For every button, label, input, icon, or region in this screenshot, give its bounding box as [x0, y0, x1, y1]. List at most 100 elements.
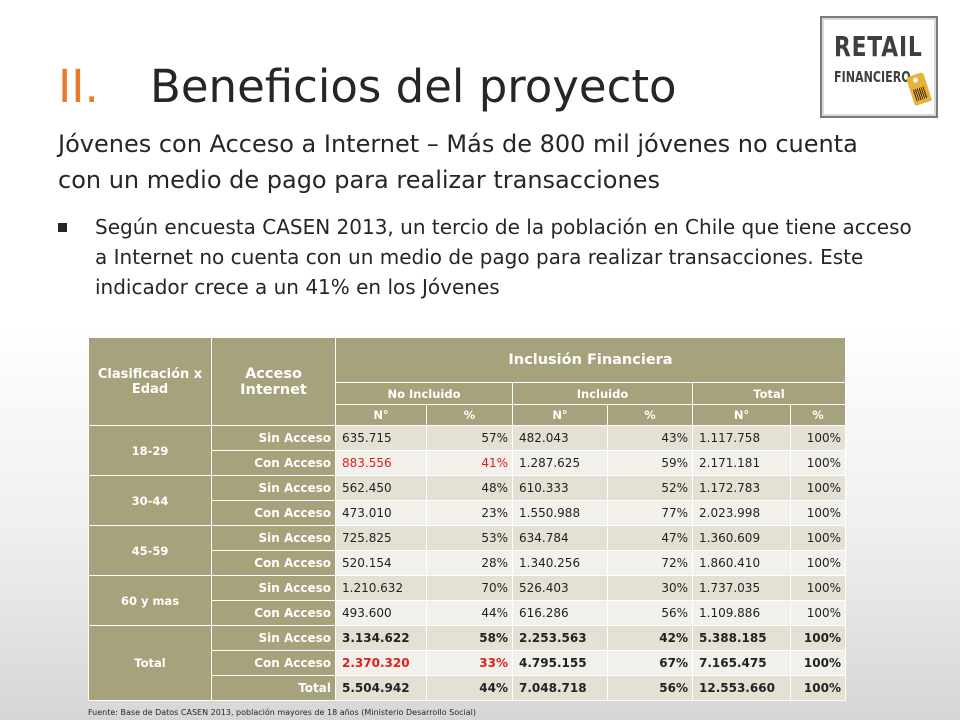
- bullet-text: Según encuesta CASEN 2013, un tercio de …: [95, 215, 912, 299]
- access-label-cell: Sin Acceso: [211, 625, 336, 651]
- access-label-cell: Total: [211, 675, 336, 701]
- value-cell: 7.165.475: [692, 650, 791, 676]
- access-label-cell: Sin Acceso: [211, 425, 336, 451]
- header-inclusion: Inclusión Financiera: [335, 337, 846, 383]
- value-cell: 610.333: [512, 475, 608, 501]
- value-cell: 77%: [607, 500, 693, 526]
- value-cell: 1.109.886: [692, 600, 791, 626]
- value-cell: 100%: [790, 550, 846, 576]
- value-cell: 1.860.410: [692, 550, 791, 576]
- age-group-cell: Total: [88, 625, 212, 701]
- header-col: %: [426, 404, 513, 426]
- value-cell: 725.825: [335, 525, 427, 551]
- age-group-cell: 45-59: [88, 525, 212, 576]
- access-label-cell: Sin Acceso: [211, 575, 336, 601]
- table-row: 60 y mas Sin Acceso 1.210.632 70% 526.403 30%…: [88, 575, 846, 626]
- value-cell: 100%: [790, 650, 846, 676]
- value-cell: 3.134.622: [335, 625, 427, 651]
- header-group-incluido: Incluido: [512, 382, 693, 405]
- bullet-point: Según encuesta CASEN 2013, un tercio de …: [58, 212, 918, 302]
- header-clasificacion: Clasificación x Edad: [88, 337, 212, 426]
- table-row: Con Acceso 493.600 44% 616.286 56% 1.109.886 1…: [89, 600, 846, 626]
- header-group-no-incluido: No Incluido: [335, 382, 513, 405]
- header-col: N°: [692, 404, 791, 426]
- value-cell: 526.403: [512, 575, 608, 601]
- value-cell: 58%: [426, 625, 513, 651]
- slide-subtitle: Jóvenes con Acceso a Internet – Más de 8…: [58, 130, 858, 194]
- table-row: 18-29 Sin Acceso 635.715 57% 482.043 43% 1.117…: [88, 425, 846, 476]
- value-cell: 41%: [426, 450, 513, 476]
- header-col: %: [607, 404, 693, 426]
- value-cell: 52%: [607, 475, 693, 501]
- access-label-cell: Con Acceso: [211, 500, 336, 526]
- value-cell: 100%: [790, 575, 846, 601]
- age-group-cell: 18-29: [88, 425, 212, 476]
- value-cell: 43%: [607, 425, 693, 451]
- value-cell: 67%: [607, 650, 693, 676]
- table-row: Con Acceso 520.154 28% 1.340.256 72% 1.860.41…: [89, 550, 846, 576]
- table-row: Total Sin Acceso 3.134.622 58% 2.253.563 42% 5…: [88, 625, 846, 701]
- square-bullet-icon: [58, 223, 67, 232]
- access-label-cell: Con Acceso: [211, 600, 336, 626]
- value-cell: 48%: [426, 475, 513, 501]
- title-text: Beneficios del proyecto: [150, 60, 677, 113]
- value-cell: 482.043: [512, 425, 608, 451]
- access-label-cell: Sin Acceso: [211, 525, 336, 551]
- value-cell: 53%: [426, 525, 513, 551]
- access-label-cell: Sin Acceso: [211, 475, 336, 501]
- value-cell: 1.172.783: [692, 475, 791, 501]
- value-cell: 28%: [426, 550, 513, 576]
- value-cell: 1.360.609: [692, 525, 791, 551]
- value-cell: 635.715: [335, 425, 427, 451]
- header-group-total: Total: [692, 382, 846, 405]
- value-cell: 30%: [607, 575, 693, 601]
- header-col: %: [790, 404, 846, 426]
- table-row: Con Acceso 883.556 41% 1.287.625 59% 2.171.18…: [89, 450, 846, 476]
- value-cell: 47%: [607, 525, 693, 551]
- price-tag-icon: [905, 71, 933, 107]
- value-cell: 4.795.155: [512, 650, 608, 676]
- value-cell: 56%: [607, 675, 693, 701]
- access-label-cell: Con Acceso: [211, 650, 336, 676]
- value-cell: 1.210.632: [335, 575, 427, 601]
- value-cell: 5.388.185: [692, 625, 791, 651]
- value-cell: 5.504.942: [335, 675, 427, 701]
- value-cell: 1.287.625: [512, 450, 608, 476]
- value-cell: 100%: [790, 475, 846, 501]
- value-cell: 59%: [607, 450, 693, 476]
- inclusion-table: Clasificación x Edad Acceso Internet Inc…: [88, 337, 846, 701]
- slide-title: II. Beneficios del proyecto: [58, 60, 677, 113]
- value-cell: 1.340.256: [512, 550, 608, 576]
- value-cell: 57%: [426, 425, 513, 451]
- value-cell: 56%: [607, 600, 693, 626]
- value-cell: 12.553.660: [692, 675, 791, 701]
- header-col: N°: [335, 404, 427, 426]
- value-cell: 1.737.035: [692, 575, 791, 601]
- value-cell: 520.154: [335, 550, 427, 576]
- value-cell: 44%: [426, 675, 513, 701]
- value-cell: 72%: [607, 550, 693, 576]
- value-cell: 2.253.563: [512, 625, 608, 651]
- value-cell: 2.171.181: [692, 450, 791, 476]
- value-cell: 100%: [790, 625, 846, 651]
- value-cell: 100%: [790, 525, 846, 551]
- value-cell: 100%: [790, 450, 846, 476]
- value-cell: 634.784: [512, 525, 608, 551]
- value-cell: 100%: [790, 500, 846, 526]
- value-cell: 473.010: [335, 500, 427, 526]
- value-cell: 70%: [426, 575, 513, 601]
- retail-financiero-logo: RETAIL FINANCIERO: [820, 16, 938, 118]
- table-row: Con Acceso 473.010 23% 1.550.988 77% 2.023.99…: [89, 500, 846, 526]
- header-col: N°: [512, 404, 608, 426]
- value-cell: 7.048.718: [512, 675, 608, 701]
- access-label-cell: Con Acceso: [211, 450, 336, 476]
- header-acceso: Acceso Internet: [211, 337, 336, 426]
- value-cell: 883.556: [335, 450, 427, 476]
- value-cell: 100%: [790, 675, 846, 701]
- value-cell: 33%: [426, 650, 513, 676]
- value-cell: 42%: [607, 625, 693, 651]
- age-group-cell: 30-44: [88, 475, 212, 526]
- source-note: Fuente: Base de Datos CASEN 2013, poblac…: [88, 708, 477, 717]
- value-cell: 616.286: [512, 600, 608, 626]
- logo-line-1: RETAIL: [834, 30, 923, 63]
